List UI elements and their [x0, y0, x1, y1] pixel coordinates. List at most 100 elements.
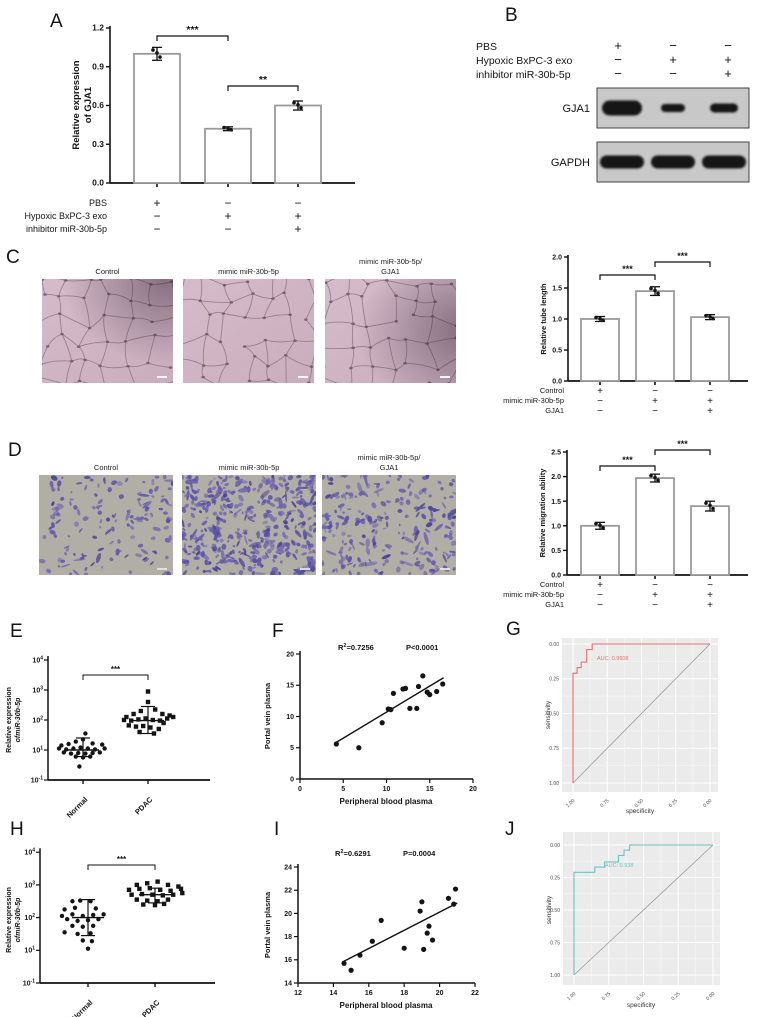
svg-text:Normal: Normal [70, 998, 95, 1017]
svg-text:specificity: specificity [627, 1002, 656, 1009]
svg-text:Portal vein plasma: Portal vein plasma [263, 682, 272, 749]
svg-text:−: − [597, 396, 603, 407]
svg-text:0.75: 0.75 [550, 940, 560, 946]
svg-text:22: 22 [284, 888, 292, 895]
svg-text:GAPDH: GAPDH [551, 157, 590, 169]
svg-text:1.00: 1.00 [566, 991, 577, 1002]
svg-text:PDAC: PDAC [133, 795, 155, 817]
svg-text:24: 24 [284, 864, 292, 871]
svg-text:16: 16 [365, 990, 373, 997]
panel-f-label: F [272, 621, 284, 642]
svg-text:−: − [614, 52, 622, 67]
svg-text:AUC: 0.938: AUC: 0.938 [605, 863, 633, 869]
svg-text:0.00: 0.00 [705, 991, 716, 1002]
svg-text:***: *** [111, 665, 121, 674]
panel-d-label: D [8, 440, 22, 461]
svg-text:101: 101 [32, 745, 43, 754]
svg-text:ofmiR-30b-5p: ofmiR-30b-5p [15, 697, 22, 742]
svg-text:+: + [707, 590, 713, 601]
svg-text:of GJA1: of GJA1 [83, 86, 94, 123]
svg-text:***: *** [622, 264, 633, 274]
tube-image-title-mimic-gja1: mimic miR-30b-5p/ GJA1 [359, 257, 422, 276]
svg-text:Normal: Normal [65, 795, 90, 820]
svg-text:0.5: 0.5 [551, 548, 561, 555]
svg-text:−: − [707, 386, 713, 397]
svg-text:20: 20 [436, 990, 444, 997]
svg-text:0.0: 0.0 [92, 178, 104, 188]
tube-formation-image-mimic [183, 279, 314, 383]
svg-text:R2=0.7256: R2=0.7256 [338, 643, 374, 652]
svg-text:PBS: PBS [476, 41, 497, 53]
svg-text:GJA1: GJA1 [545, 406, 564, 415]
svg-text:−: − [597, 600, 603, 611]
svg-text:GJA1: GJA1 [545, 600, 564, 609]
svg-text:−: − [153, 222, 160, 236]
svg-text:PDAC: PDAC [140, 998, 162, 1017]
correlation-scatter-1: Portal vein plasma 0 5 10 15 20 0 5 10 15 20 R2=0.7… [263, 643, 477, 806]
svg-text:1.2: 1.2 [92, 23, 104, 33]
svg-text:P=0.0004: P=0.0004 [403, 849, 436, 858]
panel-h-label: H [10, 819, 24, 840]
svg-text:+: + [724, 66, 732, 81]
svg-text:Relative expression: Relative expression [71, 60, 82, 149]
svg-text:0.25: 0.25 [668, 798, 679, 809]
svg-text:−: − [652, 580, 658, 591]
svg-text:Control: Control [540, 580, 565, 589]
svg-text:104: 104 [24, 848, 35, 857]
svg-text:1.00: 1.00 [549, 781, 559, 787]
svg-text:20: 20 [469, 786, 477, 793]
svg-text:1.5: 1.5 [552, 286, 562, 293]
panel-g-label: G [506, 619, 521, 640]
svg-text:15: 15 [426, 786, 434, 793]
western-blot-panel: PBS + − −Hypoxic BxPC-3 exo − + +inhibitor miR… [476, 38, 750, 183]
svg-text:***: *** [117, 855, 127, 864]
svg-text:Hypoxic BxPC-3 exo: Hypoxic BxPC-3 exo [476, 55, 572, 67]
svg-text:0.00: 0.00 [549, 642, 559, 648]
migration-image-mimic [182, 475, 316, 575]
svg-text:102: 102 [24, 913, 35, 922]
svg-text:0.75: 0.75 [599, 798, 610, 809]
svg-text:−: − [707, 580, 713, 591]
svg-text:22: 22 [471, 990, 479, 997]
migration-image-title-mimic-gja1: mimic miR-30b-5p/ GJA1 [357, 453, 421, 472]
svg-text:1.00: 1.00 [565, 798, 576, 809]
svg-text:0.75: 0.75 [601, 991, 612, 1002]
svg-text:14: 14 [330, 990, 338, 997]
svg-text:+: + [724, 52, 732, 67]
svg-text:Control: Control [540, 386, 565, 395]
panel-a-label: A [50, 11, 63, 32]
svg-text:2.0: 2.0 [551, 474, 561, 481]
svg-text:***: *** [677, 439, 688, 449]
svg-text:5: 5 [341, 786, 345, 793]
svg-text:specificity: specificity [626, 808, 655, 815]
svg-text:0.0: 0.0 [551, 573, 561, 580]
svg-text:0: 0 [290, 776, 294, 783]
svg-text:1.5: 1.5 [551, 499, 561, 506]
svg-text:18: 18 [400, 990, 408, 997]
svg-text:0.5: 0.5 [552, 348, 562, 355]
svg-text:0.75: 0.75 [549, 746, 559, 752]
svg-text:0.50: 0.50 [636, 991, 647, 1002]
roc-curve-teal: AUC: 0.938 1.00 0.75 0.50 0.25 0.00 0.00 0.25 0.… [546, 832, 720, 1009]
svg-text:−: − [724, 38, 732, 53]
svg-text:mimic miR-30b-5p: mimic miR-30b-5p [503, 590, 564, 599]
panel-b-label: B [505, 5, 518, 26]
svg-text:−: − [597, 590, 603, 601]
svg-text:***: *** [186, 24, 199, 36]
mir30b-dotplot-portal: Relative expression ofmiR-30b-5p 10-1 101 10… [6, 848, 215, 1017]
tube-length-bar-chart: Relative tube length 0.0 0.5 1.0 1.5 2.0 *** **… [503, 251, 748, 417]
mir30b-dotplot-peripheral: Relative expression ofmiR-30b-5p 10-1 101 10… [6, 655, 210, 820]
svg-text:+: + [669, 52, 677, 67]
svg-text:−: − [153, 209, 160, 223]
gja1-expression-bar-chart: Relative expression of GJA1 0.0 0.3 0.6 0.9 1.… [24, 23, 355, 236]
svg-text:0.50: 0.50 [549, 711, 559, 717]
svg-text:20: 20 [284, 911, 292, 918]
svg-text:Relative tube length: Relative tube length [539, 283, 548, 355]
svg-text:0.00: 0.00 [550, 843, 560, 849]
svg-text:+: + [707, 600, 713, 611]
svg-text:Relative migration ability: Relative migration ability [538, 468, 547, 558]
svg-text:10: 10 [383, 786, 391, 793]
svg-text:GJA1: GJA1 [562, 103, 590, 115]
panel-i-label: I [274, 819, 280, 840]
